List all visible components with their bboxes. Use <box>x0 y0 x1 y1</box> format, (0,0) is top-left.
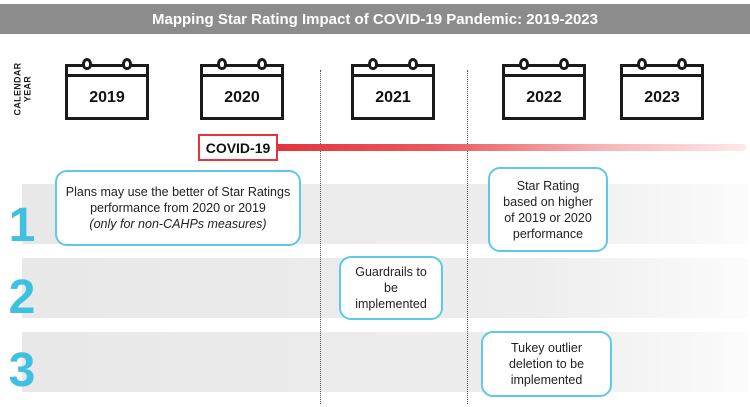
note-text-line: Tukey outlier <box>510 341 583 355</box>
note-text-line: implemented <box>355 297 427 311</box>
calendar-2022-icon: 2022 <box>502 58 586 120</box>
note-text-line: performance from 2020 or 2019 <box>90 201 266 215</box>
separator-line-2020-2021 <box>320 70 321 404</box>
note-text-line: of 2019 or 2020 <box>504 210 592 225</box>
calendar-2023-icon: 2023 <box>620 58 704 120</box>
year-label-2021: 2021 <box>375 89 411 106</box>
row-band-3 <box>22 332 748 392</box>
note-text-line: Plans may use the better of Star Ratings <box>65 185 291 199</box>
note-text-line: performance <box>512 226 584 241</box>
note-italic-qualifier: (only for non-CAHPs measures) <box>89 217 267 231</box>
calendar-2021-icon: 2021 <box>351 58 435 120</box>
covid-timeline-bar <box>276 144 746 151</box>
note-text-line: Guardrails to be <box>355 265 427 295</box>
covid-19-label: COVID-19 <box>198 134 278 161</box>
row-number-2: 2 <box>8 271 36 324</box>
calendar-year-axis-label: CALENDAR YEAR <box>2 62 42 116</box>
row-number-1: 1 <box>8 199 36 252</box>
calendar-2019-icon: 2019 <box>65 58 149 120</box>
note-text-line: deletion to be <box>508 357 585 371</box>
year-label-2019: 2019 <box>89 89 125 106</box>
note-text-line: based on higher <box>503 194 593 209</box>
diagram-title: Mapping Star Rating Impact of COVID-19 P… <box>0 4 750 34</box>
year-label-2020: 2020 <box>224 89 260 106</box>
calendar-year-label-text: CALENDAR YEAR <box>12 62 32 116</box>
row-number-3: 3 <box>8 344 36 397</box>
separator-line-2021-2022 <box>467 70 468 404</box>
note-guardrails: Guardrails to be implemented <box>339 256 443 320</box>
note-star-rating-higher-of-2019-2020: Star Rating based on higher of 2019 or 2… <box>488 167 608 252</box>
note-text-line: Star Rating <box>516 178 580 193</box>
year-label-2022: 2022 <box>526 89 562 106</box>
note-text-line: implemented <box>510 373 583 387</box>
calendar-2020-icon: 2020 <box>200 58 284 120</box>
note-tukey-outlier: Tukey outlier deletion to be implemented <box>481 331 612 397</box>
year-label-2023: 2023 <box>644 89 680 106</box>
note-better-of-2020-or-2019: Plans may use the better of Star Ratings… <box>55 170 301 246</box>
